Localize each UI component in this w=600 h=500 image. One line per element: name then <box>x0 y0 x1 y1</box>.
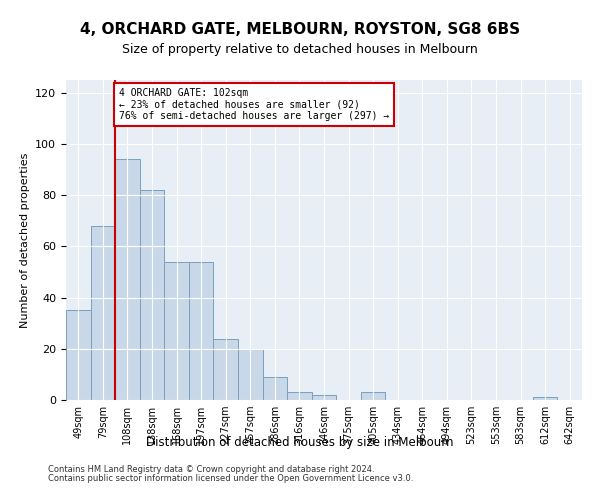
Bar <box>164 262 189 400</box>
Bar <box>263 377 287 400</box>
Text: Distribution of detached houses by size in Melbourn: Distribution of detached houses by size … <box>146 436 454 449</box>
Text: Contains public sector information licensed under the Open Government Licence v3: Contains public sector information licen… <box>48 474 413 483</box>
Bar <box>361 392 385 400</box>
Bar <box>91 226 115 400</box>
Text: Contains HM Land Registry data © Crown copyright and database right 2024.: Contains HM Land Registry data © Crown c… <box>48 466 374 474</box>
Bar <box>66 310 91 400</box>
Bar <box>533 398 557 400</box>
Bar <box>140 190 164 400</box>
Bar <box>287 392 312 400</box>
Text: Size of property relative to detached houses in Melbourn: Size of property relative to detached ho… <box>122 42 478 56</box>
Bar <box>189 262 214 400</box>
Y-axis label: Number of detached properties: Number of detached properties <box>20 152 29 328</box>
Bar <box>115 160 140 400</box>
Text: 4, ORCHARD GATE, MELBOURN, ROYSTON, SG8 6BS: 4, ORCHARD GATE, MELBOURN, ROYSTON, SG8 … <box>80 22 520 38</box>
Text: 4 ORCHARD GATE: 102sqm
← 23% of detached houses are smaller (92)
76% of semi-det: 4 ORCHARD GATE: 102sqm ← 23% of detached… <box>119 88 389 121</box>
Bar <box>312 395 336 400</box>
Bar <box>214 338 238 400</box>
Bar <box>238 349 263 400</box>
